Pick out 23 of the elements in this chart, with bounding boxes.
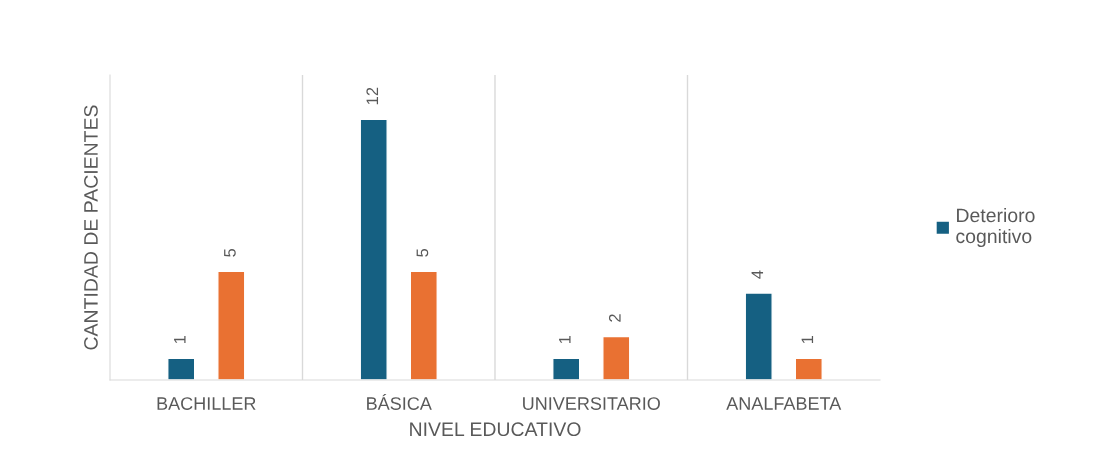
- data-label: 2: [608, 314, 621, 322]
- bar: [794, 357, 823, 380]
- bar: [217, 270, 246, 380]
- x-tick-label: BACHILLER: [157, 397, 256, 410]
- bar: [359, 118, 388, 380]
- bar: [602, 335, 631, 380]
- bar: [167, 357, 196, 380]
- bar: [552, 357, 581, 380]
- data-label: 12: [366, 87, 379, 105]
- data-label: 4: [751, 270, 764, 279]
- data-label: 5: [224, 248, 236, 257]
- x-tick-label: BÁSICA: [367, 394, 432, 410]
- x-tick-label: UNIVERSITARIO: [523, 397, 660, 410]
- data-label: 1: [174, 335, 186, 344]
- data-label: 1: [559, 335, 571, 344]
- x-tick-label: ANALFABETA: [726, 397, 842, 410]
- x-axis-title: NIVEL EDUCATIVO: [410, 422, 581, 437]
- data-label: 1: [801, 335, 814, 344]
- legend-label: Deterioro cognitivo: [956, 207, 1035, 248]
- bar: [409, 270, 438, 380]
- bar: [744, 292, 773, 380]
- data-label: 5: [416, 248, 429, 257]
- y-axis-title: CANTIDAD DE PACIENTES: [84, 105, 98, 350]
